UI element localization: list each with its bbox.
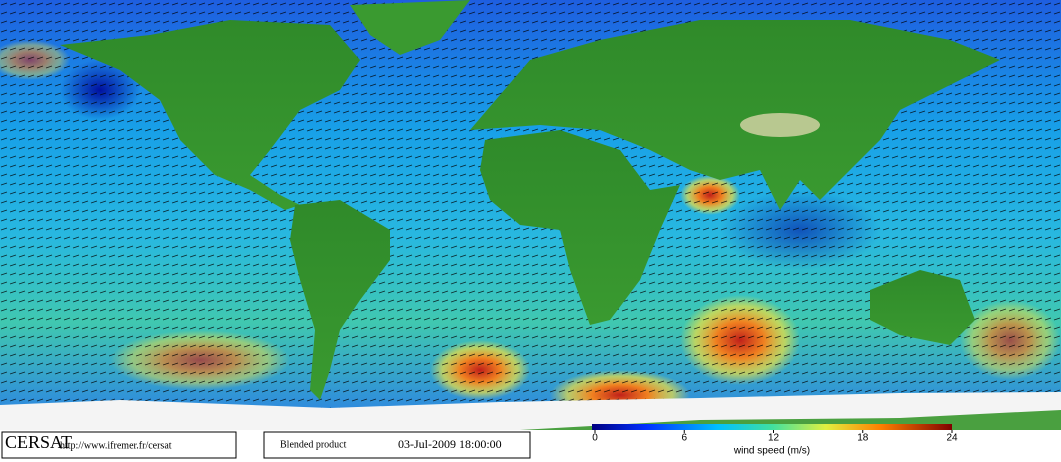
colorbar-label: wind speed (m/s) xyxy=(733,446,810,457)
greenland xyxy=(350,0,470,55)
south-america xyxy=(290,200,390,400)
north-america xyxy=(60,20,360,210)
colorbar-scale xyxy=(592,424,952,430)
colorbar-tick-label: 12 xyxy=(768,433,780,444)
colorbar-tick-label: 18 xyxy=(857,433,869,444)
product-box xyxy=(263,431,531,459)
logo-box xyxy=(1,431,237,459)
map xyxy=(0,0,1061,430)
africa xyxy=(480,130,680,325)
plateau xyxy=(740,113,820,137)
colorbar: wind speed (m/s) 0 6 12 18 24 xyxy=(592,424,958,457)
australia xyxy=(870,270,975,345)
eurasia xyxy=(470,20,1000,210)
datetime: 03-Jul-2009 18:00:00 xyxy=(398,437,502,451)
colorbar-tick-label: 24 xyxy=(946,433,958,444)
url: http://www.ifremer.fr/cersat xyxy=(60,440,172,451)
colorbar-tick-label: 6 xyxy=(681,433,687,444)
colorbar-tick-label: 0 xyxy=(592,433,598,444)
logo: CERSAT xyxy=(5,432,72,452)
product-name: Blended product xyxy=(280,439,347,450)
